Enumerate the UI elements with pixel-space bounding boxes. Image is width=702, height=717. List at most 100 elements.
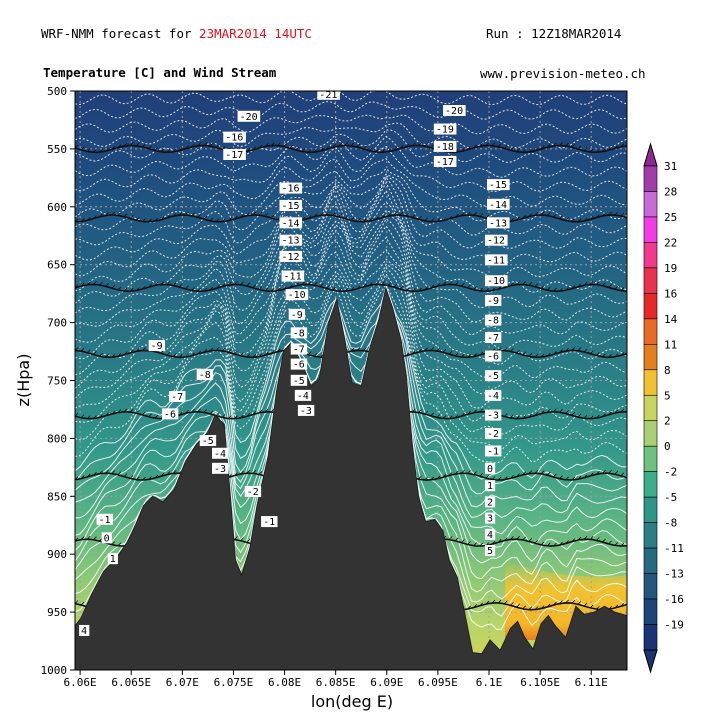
colorbar-label: 19 — [664, 262, 677, 275]
isotherm-line — [75, 135, 627, 178]
wind-barb — [559, 408, 563, 413]
wind-barb — [516, 473, 520, 477]
colorbar-bottom-arrow — [643, 649, 658, 674]
wind-barb — [540, 470, 545, 475]
wind-barb — [99, 414, 103, 418]
isotherm-label-text: -13 — [489, 218, 507, 229]
wind-barb — [228, 217, 232, 222]
colorbar-label: 2 — [664, 415, 671, 428]
isotherm-label-text: -19 — [436, 125, 454, 136]
wind-barb — [510, 146, 514, 151]
wind-barb — [405, 143, 410, 148]
isotherm-label: -14 — [279, 217, 303, 229]
isotherm-line — [75, 267, 627, 435]
wind-barb — [540, 410, 545, 414]
wind-barb — [467, 541, 471, 545]
wind-barb — [485, 214, 490, 219]
wind-barb — [154, 414, 159, 419]
isotherm-line — [75, 284, 627, 518]
isotherm-label-bg — [484, 409, 502, 421]
colorbar-swatch — [643, 547, 658, 574]
wind-barb — [221, 283, 226, 287]
wind-barb — [522, 281, 527, 285]
isotherm-label: -4 — [212, 447, 229, 460]
wind-barb — [577, 476, 582, 480]
colorbar-swatch — [643, 573, 658, 600]
wind-barb — [258, 471, 263, 475]
wind-barb — [571, 538, 576, 542]
wind-barb — [424, 410, 428, 415]
wind-barb — [510, 602, 514, 606]
isotherm-label-text: 0 — [104, 533, 110, 544]
wind-barb — [479, 408, 484, 413]
wind-barb — [362, 283, 367, 288]
colorbar-label: 0 — [664, 440, 671, 453]
wind-barb — [203, 142, 208, 146]
wind-barb — [454, 414, 459, 419]
wind-barb — [546, 542, 551, 547]
wind-barb — [320, 283, 324, 287]
wind-barb — [620, 602, 625, 607]
wind-barb — [436, 347, 441, 352]
wind-barb — [479, 602, 484, 607]
wind-barb — [117, 471, 122, 476]
wind-barb — [602, 538, 606, 543]
isotherm-label: -19 — [433, 123, 457, 136]
wind-barb — [602, 282, 606, 286]
isotherm-label-bg — [487, 217, 510, 229]
wind-barb — [99, 148, 103, 153]
isotherm-label-bg — [433, 140, 457, 152]
colorbar-label: -11 — [664, 542, 684, 555]
wind-barb — [461, 469, 465, 474]
isotherm-label: -20 — [443, 105, 466, 117]
isotherm-label-text: -1 — [99, 515, 111, 526]
isotherm-label-text: 1 — [110, 554, 116, 565]
wind-barb — [565, 410, 569, 414]
wind-barb — [596, 281, 600, 285]
isotherm-label: -17 — [223, 149, 246, 161]
isotherm-label-bg — [279, 250, 303, 262]
isotherm-label: 1 — [484, 480, 496, 492]
x-tick-label: 6.105E — [520, 676, 560, 689]
isotherm-label-text: -7 — [293, 345, 305, 356]
isotherm-label-text: -10 — [288, 290, 306, 301]
wind-barb — [105, 469, 109, 474]
wind-barb — [369, 217, 373, 222]
wind-barb — [546, 352, 551, 357]
isotherm-label-text: -16 — [225, 133, 243, 144]
wind-barb — [614, 285, 619, 290]
isotherm-label-bg — [484, 528, 496, 540]
wind-barb — [362, 347, 367, 351]
wind-barb — [326, 285, 330, 289]
wind-barb — [148, 283, 152, 288]
wind-barb — [559, 541, 563, 546]
wind-barb — [497, 476, 502, 481]
wind-barb — [117, 286, 122, 291]
wind-barb — [185, 353, 189, 358]
isotherm-label: -13 — [487, 217, 510, 229]
isotherm-line — [75, 249, 627, 395]
colorbar-swatch — [643, 420, 658, 447]
wind-barb — [454, 470, 459, 475]
wind-barb — [93, 149, 97, 153]
wind-barb — [142, 476, 146, 481]
isotherm-label: -5 — [484, 370, 502, 382]
isotherm-label-bg — [148, 340, 166, 352]
wind-barb — [344, 142, 349, 146]
wind-barb — [307, 351, 312, 355]
wind-barb — [356, 347, 361, 351]
wind-barb — [172, 353, 177, 357]
isotherm-label: 1 — [107, 553, 118, 565]
wind-barb — [614, 470, 619, 475]
wind-barb — [80, 475, 85, 479]
isotherm-label-text: -17 — [436, 157, 454, 168]
wind-barb — [215, 144, 220, 148]
wind-barb — [596, 352, 600, 356]
isotherm-label-bg — [169, 391, 186, 403]
wind-barb — [424, 142, 428, 147]
wind-barb — [504, 413, 508, 417]
wind-barb — [197, 214, 201, 218]
wind-barb — [559, 287, 563, 292]
wind-barb — [307, 149, 312, 153]
isotherm-label-text: -15 — [489, 180, 507, 191]
